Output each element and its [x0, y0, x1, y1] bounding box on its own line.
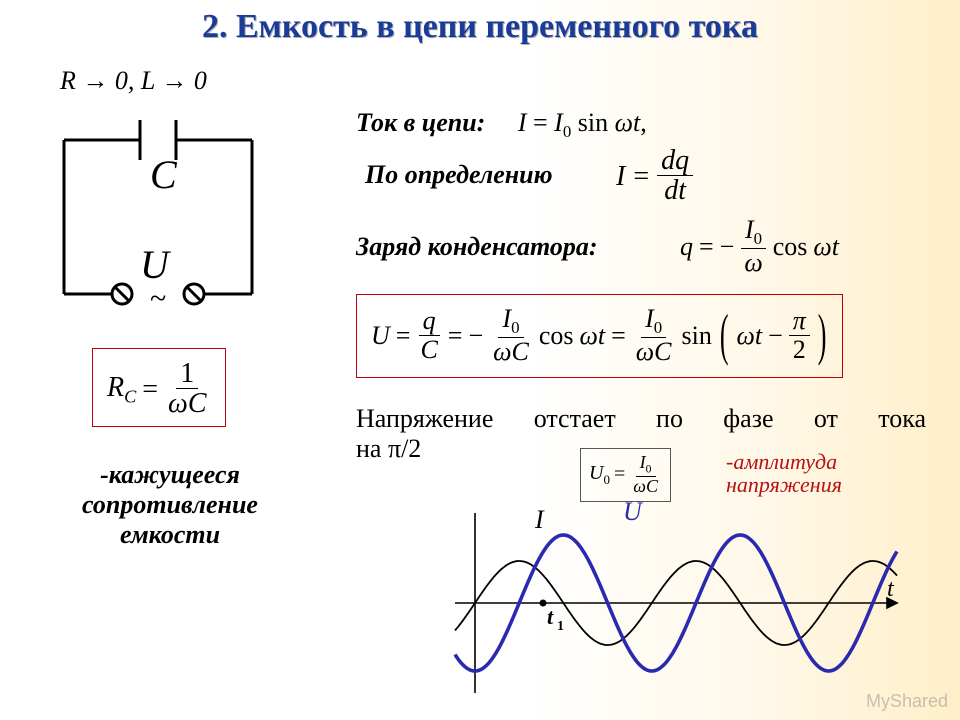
current-line: Ток в цепи: I = I0 sin ωt, — [356, 108, 647, 142]
svg-text:1: 1 — [557, 619, 564, 634]
amp-line2: напряжения — [726, 473, 906, 496]
definition-line: По определению — [365, 160, 553, 190]
limits-text: R → 0, L → 0 — [60, 66, 207, 96]
circuit-label-U: U — [140, 242, 172, 287]
page-title: 2. Емкость в цепи переменного тока — [0, 8, 960, 46]
svg-text:I: I — [534, 505, 545, 534]
current-eq: I = I0 sin ωt, — [518, 108, 647, 137]
phase-line1: Напряжение отстает по фазе от тока — [356, 404, 926, 434]
svg-text:t: t — [887, 576, 895, 602]
u0-formula: U0 = I0 ωC — [589, 453, 662, 497]
u-formula-box: U = q C = − I0 ωC cos ωt = I0 ωC sin ( ω… — [356, 294, 843, 378]
svg-text:U: U — [623, 498, 644, 526]
amplitude-caption: -амплитуда напряжения — [726, 450, 906, 496]
definition-label: По определению — [365, 160, 553, 189]
svg-text:t: t — [547, 604, 554, 629]
charge-line: Заряд конденсатора: — [356, 232, 598, 262]
current-label: Ток в цепи: — [356, 108, 485, 137]
charge-label: Заряд конденсатора: — [356, 232, 598, 261]
rc-formula-box: RC = 1 ωC — [92, 348, 226, 427]
watermark: MyShared — [866, 691, 948, 712]
circuit-diagram: C U ~ — [44, 110, 272, 326]
rc-formula: RC = 1 ωC — [107, 359, 211, 420]
definition-eq: I = dq dt — [616, 146, 693, 207]
u0-formula-box: U0 = I0 ωC — [580, 448, 671, 502]
rc-caption: -кажущееся сопротивление емкости — [40, 460, 300, 550]
circuit-label-C: C — [150, 152, 178, 197]
circuit-tilde: ~ — [150, 282, 166, 315]
phase-graph: I U t t 1 — [395, 498, 905, 708]
amp-line1: -амплитуда — [726, 450, 906, 473]
u-formula: U = q C = − I0 ωC cos ωt = I0 ωC sin ( ω… — [371, 305, 828, 367]
charge-eq: q = − I0 ω cos ωt — [680, 216, 839, 278]
